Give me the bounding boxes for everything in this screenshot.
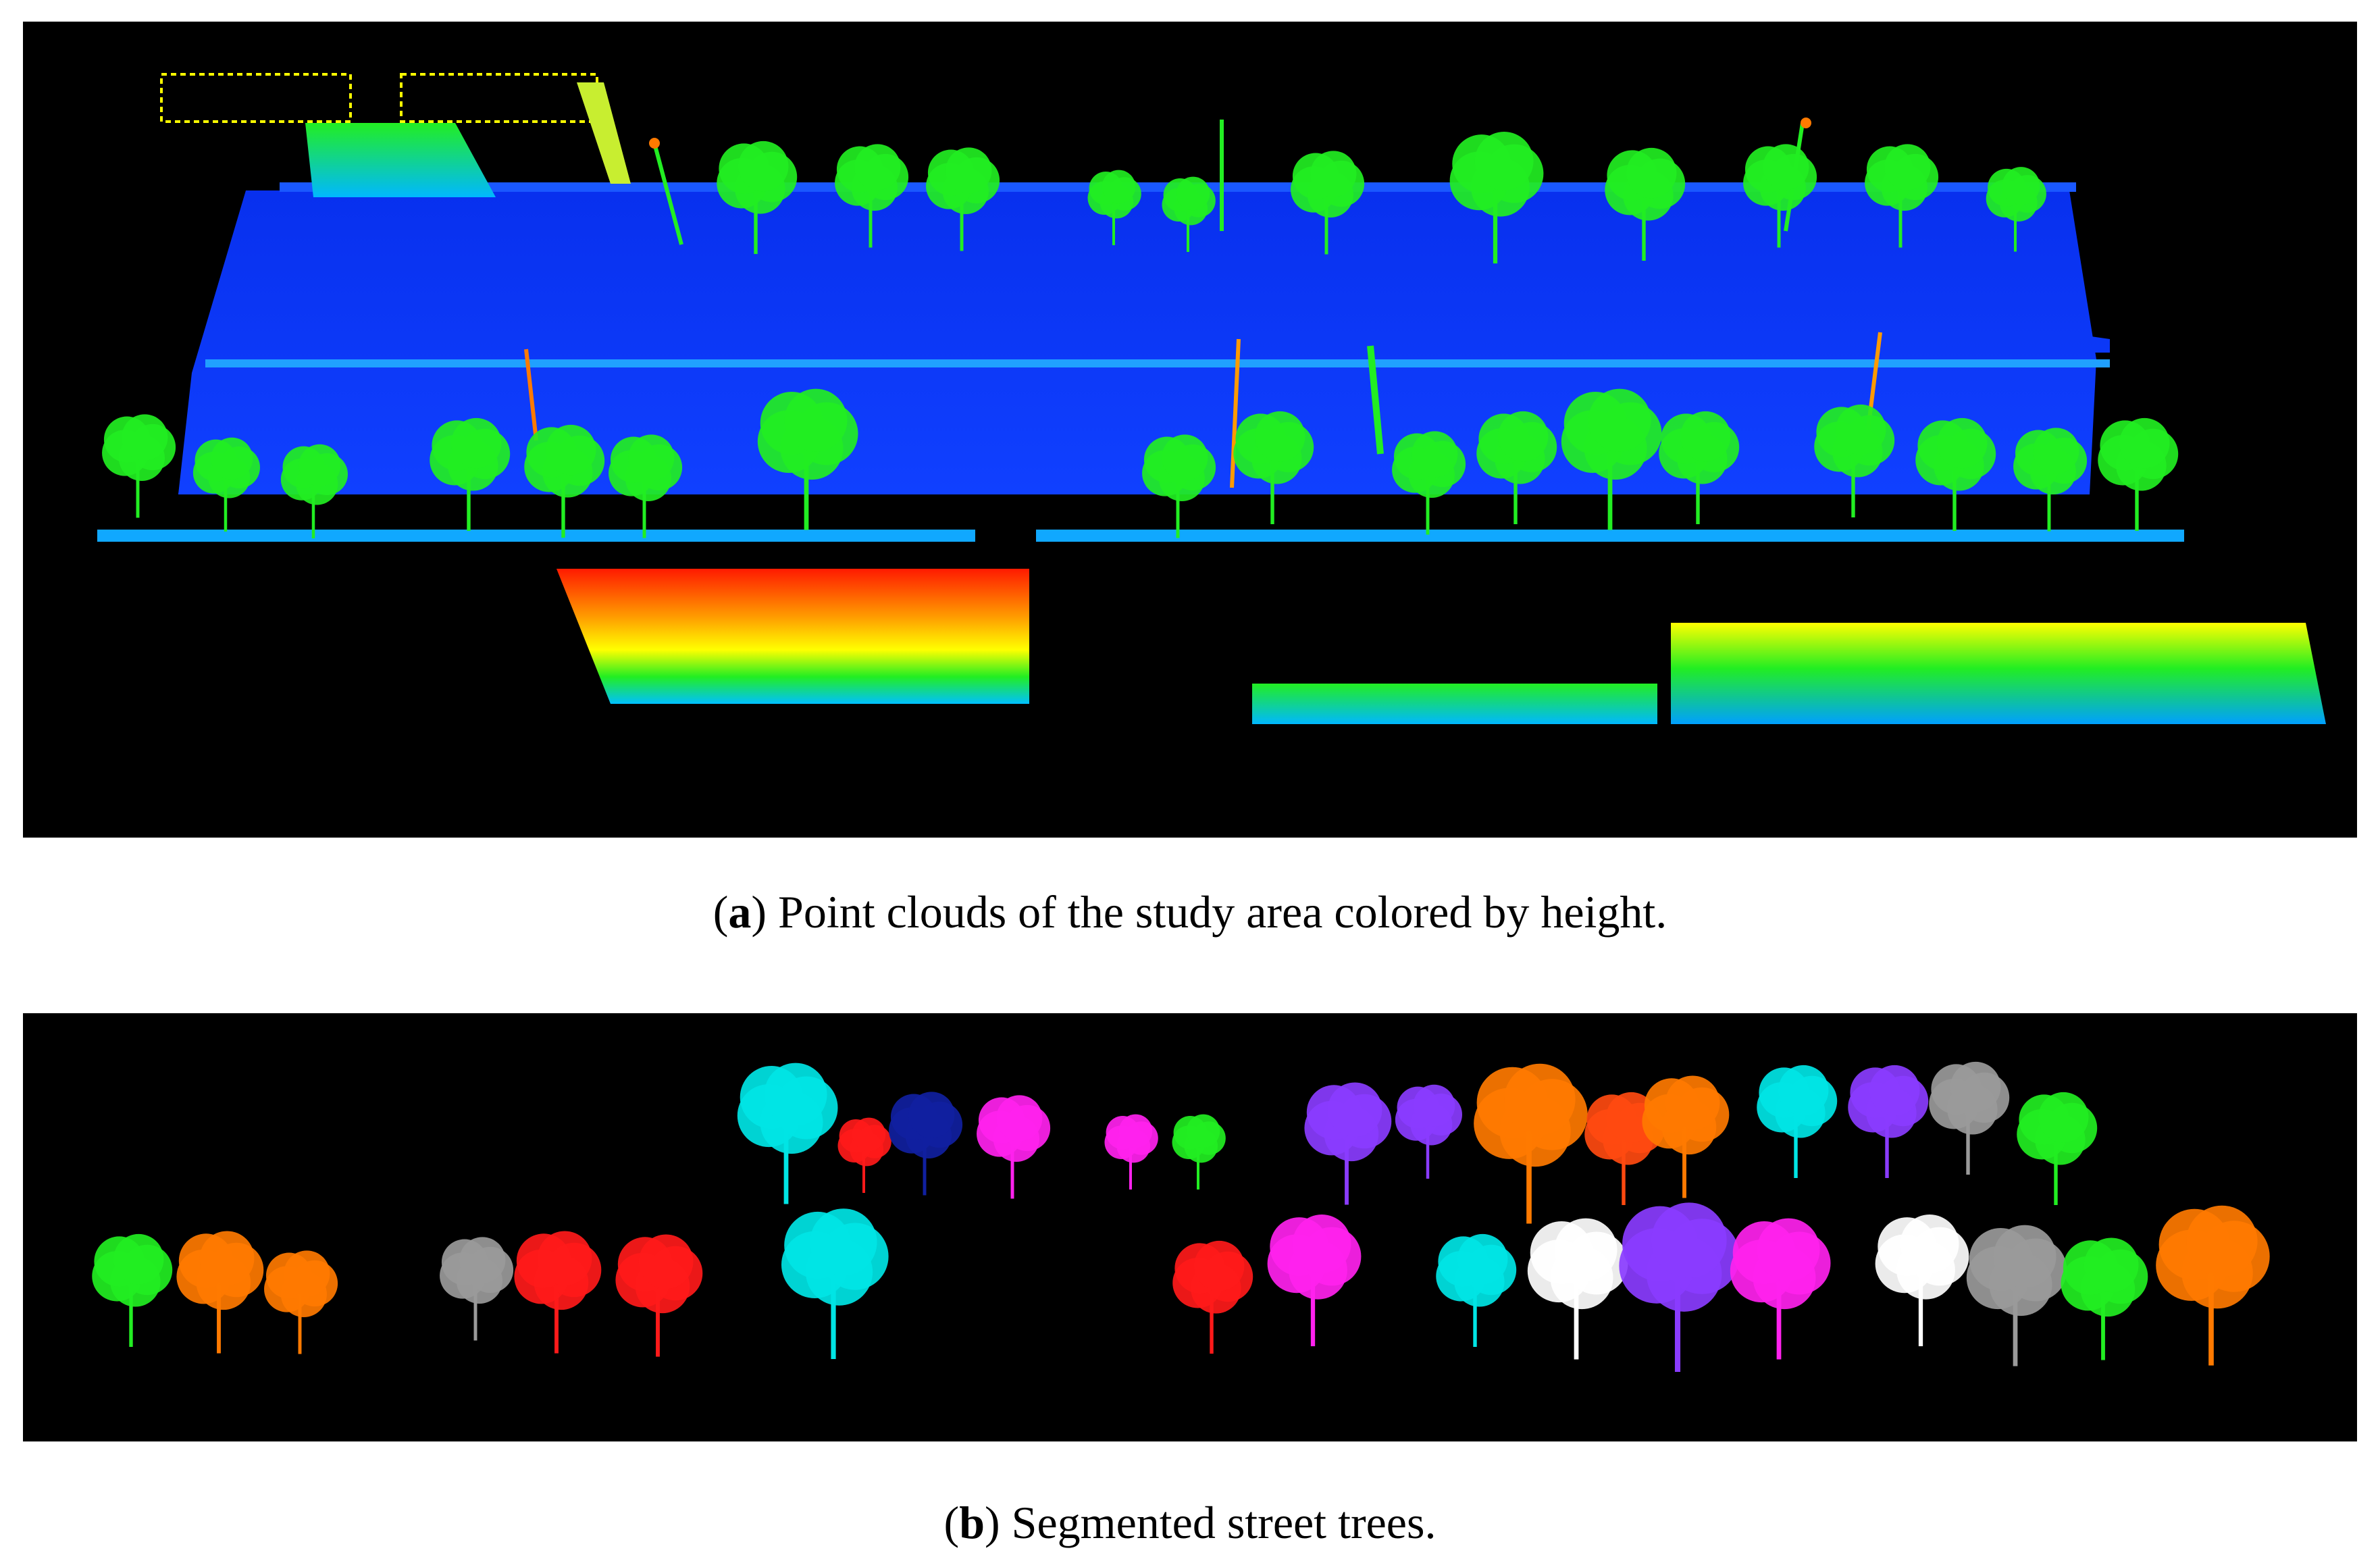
tree-point-cloud — [2098, 417, 2179, 531]
tree-point-cloud — [280, 444, 348, 538]
tree-point-cloud — [1966, 1225, 2067, 1366]
tree-point-cloud — [1291, 151, 1365, 255]
tree-point-cloud — [2017, 1092, 2098, 1205]
sidewalk-edge-bottom-right — [1036, 530, 2184, 542]
tree-point-cloud — [176, 1231, 264, 1354]
pole — [1230, 338, 1241, 488]
tree-point-cloud — [1642, 1075, 1730, 1198]
tree-point-cloud — [615, 1234, 703, 1357]
median-strip — [205, 359, 2110, 367]
tree-point-cloud — [1449, 132, 1544, 263]
tree-point-cloud — [1619, 1202, 1740, 1372]
tree-point-cloud — [1561, 388, 1662, 530]
tree-point-cloud — [1395, 1084, 1462, 1179]
tree-point-cloud — [2061, 1237, 2148, 1360]
tree-point-cloud — [1142, 434, 1216, 538]
tree-point-cloud — [1814, 404, 1895, 517]
tree-point-cloud — [781, 1208, 889, 1359]
tree-point-cloud — [977, 1095, 1051, 1199]
rooftop-arm — [577, 82, 631, 184]
tree-point-cloud — [1527, 1218, 1628, 1360]
tree-point-cloud — [1757, 1065, 1838, 1178]
pole-lamp — [1801, 118, 1811, 128]
tree-point-cloud — [430, 417, 511, 531]
building-green-bottom — [1252, 684, 1657, 724]
pole — [652, 143, 683, 245]
tree-point-cloud — [1172, 1240, 1253, 1354]
tree-point-cloud — [757, 388, 858, 530]
tree-point-cloud — [717, 140, 798, 254]
tree-point-cloud — [926, 147, 1000, 251]
tree-point-cloud — [1848, 1065, 1929, 1178]
tree-point-cloud — [102, 414, 176, 518]
tree-point-cloud — [1436, 1233, 1517, 1347]
building-red — [557, 569, 1029, 704]
point-cloud-height-image — [23, 22, 2357, 838]
tree-point-cloud — [837, 1117, 891, 1193]
tree-point-cloud — [1875, 1215, 1969, 1346]
building-yellow — [1671, 623, 2326, 724]
rooftop-mesh-2 — [400, 73, 598, 123]
caption-a-label: a — [728, 886, 752, 938]
tree-point-cloud — [1476, 411, 1557, 524]
caption-b-label: b — [959, 1497, 985, 1548]
caption-a: (a) Point clouds of the study area color… — [713, 886, 1667, 938]
tree-point-cloud — [1162, 176, 1216, 252]
tree-point-cloud — [1929, 1061, 2010, 1175]
tree-point-cloud — [1730, 1218, 1831, 1360]
tree-point-cloud — [1087, 170, 1141, 245]
tree-point-cloud — [524, 424, 605, 538]
point-cloud-height-svg — [97, 73, 2326, 724]
tree-point-cloud — [92, 1233, 173, 1347]
tree-point-cloud — [1392, 431, 1466, 535]
tree-point-cloud — [1743, 144, 1817, 248]
caption-b-text: Segmented street trees. — [1011, 1497, 1437, 1548]
tree-point-cloud — [889, 1092, 963, 1196]
tree-point-cloud — [1659, 411, 1740, 524]
tree-point-cloud — [264, 1250, 338, 1354]
pole — [524, 349, 538, 441]
segmented-tree-group — [92, 1061, 2270, 1372]
tree-point-cloud — [2013, 428, 2088, 532]
tree-point-cloud — [1304, 1082, 1392, 1205]
sidewalk-edge-bottom — [97, 530, 975, 542]
building-green-topleft — [305, 123, 496, 197]
tree-point-cloud — [1172, 1114, 1226, 1190]
tree-point-cloud — [1865, 144, 1939, 248]
tree-points-group — [102, 132, 2179, 538]
tree-point-cloud — [1915, 417, 1996, 531]
pole-lamp — [649, 138, 660, 149]
segmented-trees-svg — [92, 1061, 2270, 1372]
tree-point-cloud — [609, 434, 683, 538]
tree-point-cloud — [1104, 1114, 1158, 1190]
segmented-trees-image — [23, 1013, 2357, 1441]
caption-b: (b) Segmented street trees. — [943, 1497, 1437, 1548]
caption-a-text: Point clouds of the study area colored b… — [778, 886, 1667, 938]
tree-point-cloud — [1267, 1215, 1362, 1346]
rooftop-mesh-1 — [160, 73, 352, 123]
tree-point-cloud — [1474, 1063, 1588, 1224]
tree-point-cloud — [2156, 1205, 2270, 1366]
tree-point-cloud — [1986, 167, 2046, 252]
tree-point-cloud — [1233, 411, 1314, 524]
tree-point-cloud — [514, 1231, 602, 1354]
tree-point-cloud — [1605, 147, 1686, 261]
tree-point-cloud — [440, 1237, 514, 1341]
tree-point-cloud — [835, 144, 909, 248]
tree-point-cloud — [737, 1063, 838, 1204]
pole — [1367, 345, 1384, 455]
tree-point-cloud — [192, 437, 260, 532]
